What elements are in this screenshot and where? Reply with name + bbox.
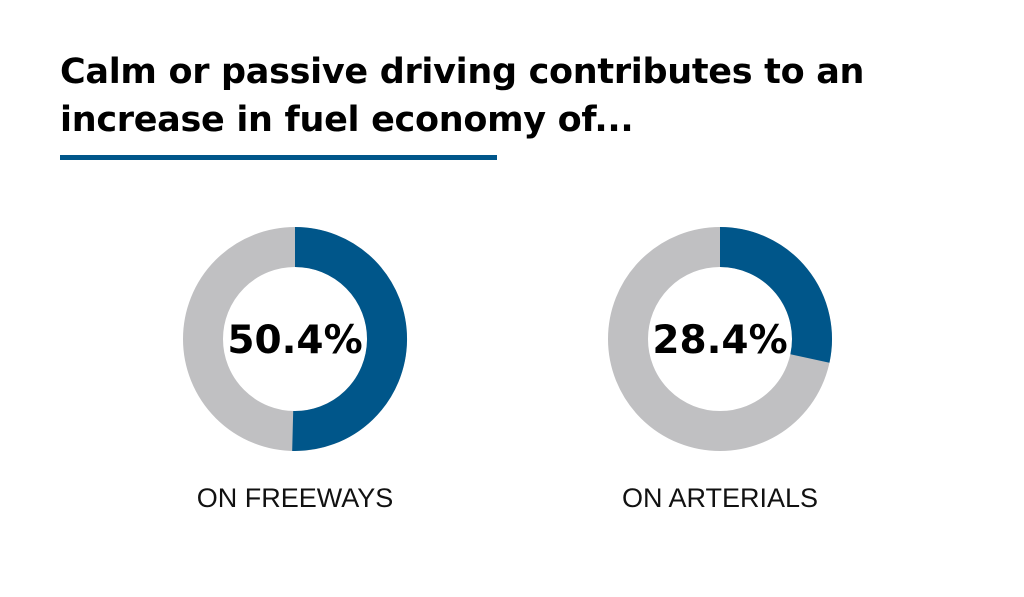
donut-label-freeways: ON FREEWAYS	[196, 483, 394, 513]
donut-label-arterials: ON ARTERIALS	[621, 483, 819, 513]
page-title: Calm or passive driving contributes to a…	[60, 48, 960, 144]
donut-chart-freeways: 50.4%	[183, 227, 407, 451]
title-line-1: Calm or passive driving contributes to a…	[60, 52, 865, 92]
donut-value-arterials: 28.4%	[652, 318, 787, 363]
donut-svg-arterials: 28.4%	[608, 227, 832, 451]
donut-arc-arterials	[719, 227, 832, 363]
title-underline	[60, 155, 497, 160]
donut-chart-arterials: 28.4%	[608, 227, 832, 451]
title-line-2: increase in fuel economy of...	[60, 100, 634, 140]
donut-svg-freeways: 50.4%	[183, 227, 407, 451]
donut-arc-freeways	[292, 227, 407, 451]
donut-value-freeways: 50.4%	[227, 318, 362, 363]
